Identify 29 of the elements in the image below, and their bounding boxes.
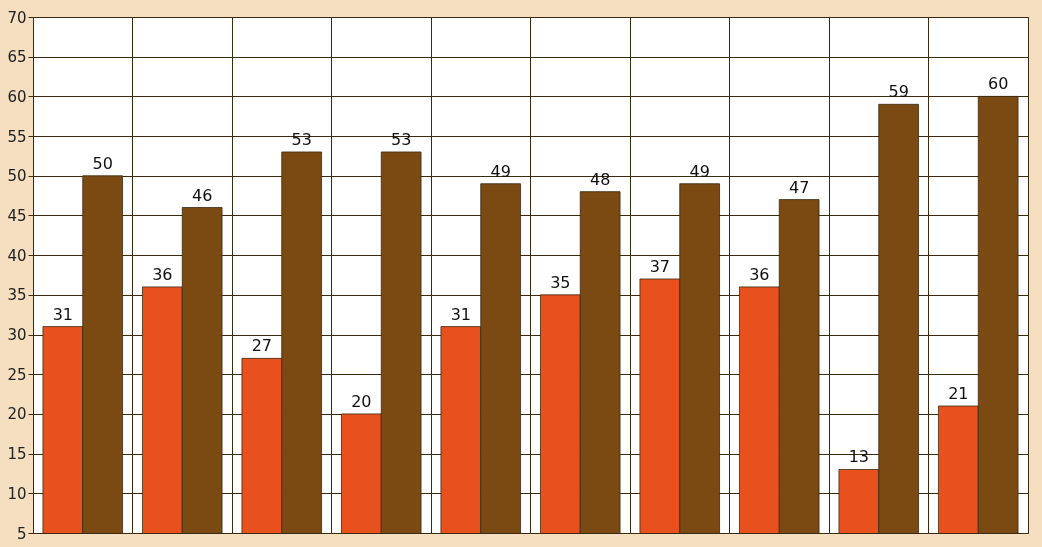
data-label: 46 <box>191 185 213 205</box>
data-label: 49 <box>689 161 710 181</box>
data-label: 36 <box>749 264 770 284</box>
data-label: 36 <box>152 264 173 284</box>
data-label: 20 <box>351 391 372 411</box>
data-label: 27 <box>251 336 273 356</box>
y-tick-label: 60 <box>7 87 27 106</box>
data-label: 35 <box>550 272 571 292</box>
data-label: 37 <box>649 256 671 276</box>
y-tick-label: 30 <box>7 326 27 345</box>
y-tick-label: 45 <box>7 206 27 225</box>
data-label: 31 <box>52 304 74 324</box>
y-tick-label: 35 <box>7 286 27 305</box>
data-label: 60 <box>987 74 1009 94</box>
data-label: 50 <box>92 153 113 173</box>
y-tick-label: 55 <box>7 127 27 146</box>
data-label: 49 <box>490 161 511 181</box>
y-tick-label: 15 <box>7 445 27 464</box>
y-tick-label: 5 <box>16 524 27 543</box>
y-tick-label: 50 <box>7 167 27 186</box>
y-tick-label: 25 <box>7 365 27 384</box>
data-label: 31 <box>450 304 472 324</box>
data-label: 47 <box>788 177 810 197</box>
y-tick-label: 10 <box>7 484 27 503</box>
y-tick-label: 40 <box>7 246 27 265</box>
data-label: 21 <box>948 383 969 403</box>
y-tick-label: 20 <box>7 405 27 424</box>
y-tick-label: 70 <box>7 8 27 27</box>
y-tick-label: 65 <box>7 48 27 67</box>
